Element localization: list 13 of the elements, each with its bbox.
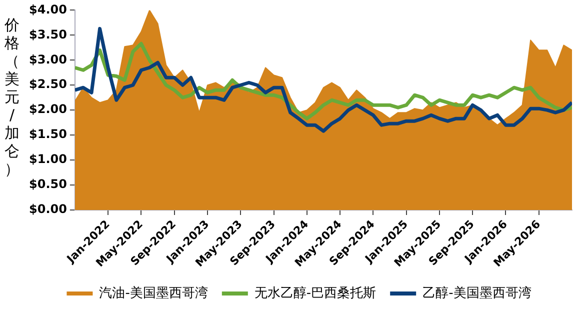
y-tick-label: $1.50 [28,127,67,142]
y-tick-label: $2.00 [28,102,67,116]
legend-label: 汽油-美国墨西哥湾 [99,284,208,301]
y-tick-label: $2.50 [28,77,67,92]
y-tick-label: $3.50 [28,27,67,42]
legend-label: 乙醇-美国墨西哥湾 [422,284,532,301]
legend-label: 无水乙醇-巴西桑托斯 [254,286,376,301]
y-tick-label: $3.00 [28,52,67,66]
y-tick-label: $0.50 [28,177,67,192]
y-tick-label: $4.00 [28,2,67,16]
text: 价格（美元/加仑） [4,16,20,178]
y-tick-label: $1.00 [28,152,67,166]
y-tick-label: $0.00 [28,202,67,216]
